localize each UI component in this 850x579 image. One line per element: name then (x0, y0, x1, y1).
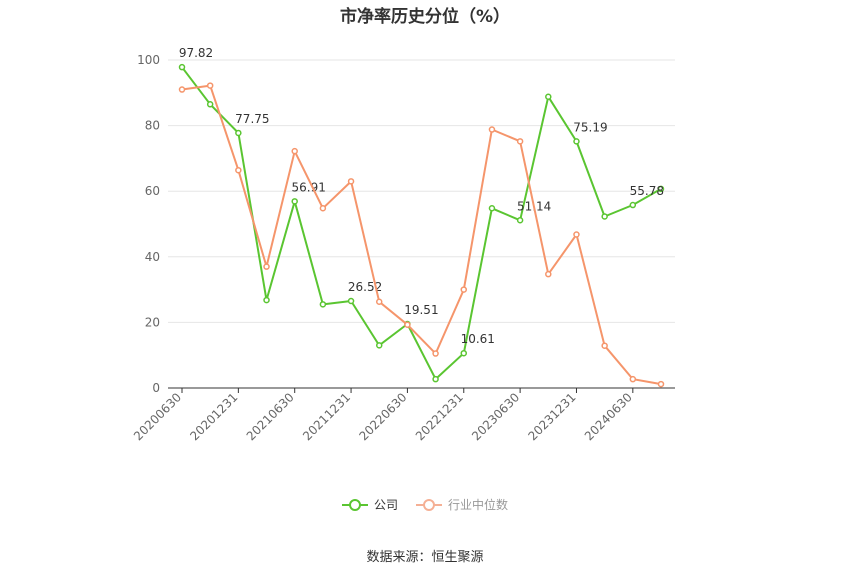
data-point-series-1 (657, 380, 665, 388)
data-point-series-0 (516, 217, 524, 224)
legend-item-company[interactable]: 公司 (341, 496, 398, 513)
y-tick-label: 80 (145, 119, 160, 133)
x-tick-label: 20201231 (187, 390, 240, 443)
data-point-series-0 (488, 205, 496, 212)
legend-marker-company (341, 498, 368, 512)
legend-item-industry-median[interactable]: 行业中位数 (416, 496, 508, 513)
data-point-series-0 (206, 101, 214, 108)
legend-label-industry-median: 行业中位数 (448, 498, 509, 512)
x-tick-label: 20231231 (526, 390, 579, 443)
data-point-series-1 (545, 270, 552, 278)
chart-title: 市净率历史分位（%） (339, 7, 511, 27)
legend-marker-industry-median (416, 498, 442, 512)
data-point-series-1 (601, 342, 608, 349)
data-point-series-1 (291, 147, 298, 155)
data-point-series-1 (488, 126, 496, 133)
x-tick-label: 20221231 (413, 390, 466, 443)
y-tick-label: 60 (145, 184, 160, 198)
data-point-series-0 (291, 198, 298, 205)
data-label: 97.82 (179, 46, 213, 60)
data-point-series-0 (432, 375, 439, 383)
y-tick-label: 100 (137, 53, 160, 67)
data-point-series-1 (460, 286, 468, 293)
data-point-series-0 (178, 63, 186, 71)
data-point-series-1 (573, 231, 580, 238)
data-label: 19.51 (404, 303, 438, 317)
data-point-series-1 (404, 321, 411, 328)
data-label: 56.91 (292, 180, 326, 194)
data-point-series-1 (347, 178, 355, 185)
data-point-series-0 (460, 349, 468, 357)
data-label: 77.75 (235, 112, 269, 126)
source-note: 数据来源：恒生聚源 (366, 550, 484, 565)
x-tick-label: 20210630 (244, 390, 297, 443)
data-point-series-1 (432, 350, 439, 357)
data-point-series-1 (516, 138, 524, 145)
data-point-series-0 (319, 301, 327, 308)
legend: 公司 行业中位数 (0, 496, 850, 513)
data-point-series-1 (629, 375, 637, 383)
x-tick-label: 20240630 (582, 390, 635, 443)
legend-label-company: 公司 (373, 498, 398, 512)
data-label: 75.19 (573, 120, 607, 134)
x-tick-label: 20230630 (469, 390, 522, 443)
data-point-series-0 (573, 138, 580, 145)
data-point-series-0 (629, 201, 637, 209)
data-point-series-0 (657, 185, 665, 193)
data-label: 26.52 (348, 280, 382, 294)
data-label: 10.61 (461, 332, 495, 346)
series-line-0 (181, 66, 662, 381)
data-point-series-1 (206, 82, 214, 89)
data-point-series-0 (545, 93, 552, 100)
data-point-series-0 (263, 296, 270, 304)
y-tick-label: 0 (152, 381, 160, 395)
y-tick-label: 40 (145, 250, 160, 264)
data-point-series-1 (235, 166, 242, 174)
data-point-series-0 (347, 297, 355, 305)
data-point-series-1 (263, 263, 270, 270)
data-point-series-1 (375, 298, 383, 305)
data-point-series-1 (319, 205, 327, 212)
data-label: 55.78 (630, 184, 664, 198)
x-tick-label: 20211231 (300, 390, 353, 443)
y-tick-label: 20 (145, 315, 160, 329)
data-point-series-0 (375, 342, 383, 349)
x-tick-label: 20200630 (131, 390, 184, 443)
data-point-series-0 (235, 129, 242, 137)
x-tick-label: 20220630 (356, 390, 409, 443)
series-line-1 (181, 84, 662, 386)
data-point-series-0 (601, 213, 608, 220)
data-point-series-1 (178, 86, 186, 93)
